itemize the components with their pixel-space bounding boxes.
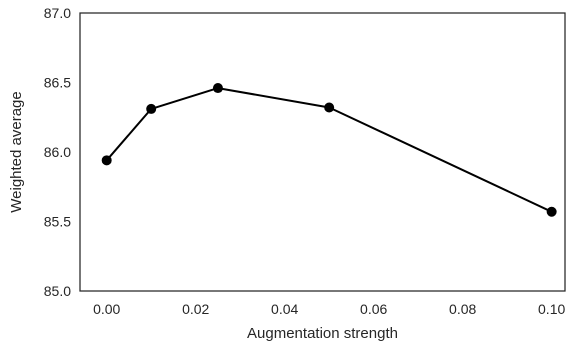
y-tick-label: 85.5	[44, 214, 71, 230]
y-axis-ticks: 85.0 85.5 86.0 86.5 87.0	[44, 5, 71, 299]
y-tick-label: 86.5	[44, 75, 71, 91]
x-tick-label: 0.06	[360, 301, 387, 317]
y-axis-title: Weighted average	[8, 91, 25, 212]
data-point	[324, 102, 335, 113]
x-axis-title: Augmentation strength	[247, 325, 398, 342]
plot-area-frame	[79, 12, 566, 292]
y-tick-label: 86.0	[44, 144, 71, 160]
x-tick-label: 0.00	[93, 301, 120, 317]
data-point	[146, 103, 157, 114]
series-layer	[101, 83, 557, 217]
x-tick-label: 0.10	[538, 301, 565, 317]
data-point	[101, 155, 112, 166]
x-tick-label: 0.02	[182, 301, 209, 317]
x-axis-ticks: 0.00 0.02 0.04 0.06 0.08 0.10	[93, 301, 565, 317]
data-point	[546, 206, 557, 217]
x-tick-label: 0.04	[271, 301, 298, 317]
data-point	[212, 83, 223, 94]
x-tick-label: 0.08	[449, 301, 476, 317]
y-tick-label: 87.0	[44, 5, 71, 21]
y-tick-label: 85.0	[44, 283, 71, 299]
